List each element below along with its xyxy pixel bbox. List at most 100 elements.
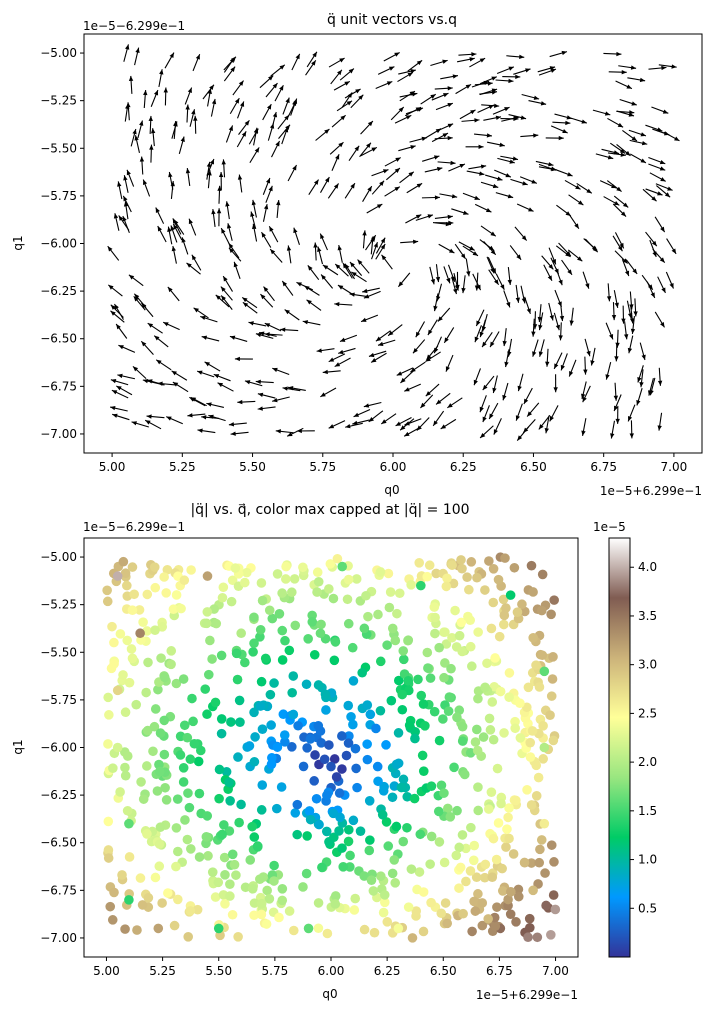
quiver-arrow [506,54,525,60]
quiver-arrow [333,80,351,91]
scatter-point [470,906,481,916]
scatter-point [307,617,318,627]
scatter-point [280,635,290,646]
scatter-x-tick-label: 5.75 [262,964,289,978]
quiver-arrow [550,257,560,275]
quiver-arrow [115,323,128,339]
scatter-point [503,894,513,905]
scatter-point [537,650,548,661]
quiver-arrow [370,352,387,363]
quiver-arrow [348,145,360,161]
scatter-point [381,740,391,750]
quiver-arrow [648,65,667,71]
scatter-point [548,890,559,900]
scatter-point [203,851,213,861]
scatter-point [255,632,265,642]
scatter-point [538,754,549,764]
scatter-point [104,710,114,720]
scatter-point [103,692,113,703]
quiver-arrow [607,152,626,157]
scatter-point [504,803,514,813]
scatter-point [523,682,534,693]
scatter-point [166,659,176,670]
scatter-point [397,689,408,700]
quiver-arrow [626,300,633,319]
scatter-point [445,812,456,822]
quiver-arrow [516,203,534,212]
scatter-point [343,836,354,847]
scatter-point [120,707,131,718]
quiver-arrow [110,378,129,386]
scatter-y-tick-label: −5.75 [40,693,77,707]
scatter-point [369,927,380,938]
scatter-point [517,599,527,610]
scatter-point [309,649,320,660]
quiver-arrow [633,298,638,317]
scatter-point [429,602,440,612]
scatter-point [531,791,542,801]
scatter-point [515,733,526,743]
scatter-point [348,719,358,730]
quiver-arrow [502,382,509,401]
scatter-point [457,736,468,746]
quiver-arrow [568,213,580,230]
quiver-arrow [479,88,498,96]
scatter-point [536,835,547,845]
scatter-point [247,821,257,832]
quiver-arrow [222,275,233,292]
quiver-arrow [465,258,471,277]
scatter-point [103,845,114,855]
quiver-arrow [554,289,563,308]
scatter-point [439,857,450,868]
quiver-arrow [564,179,581,190]
quiver-arrow [437,307,451,322]
scatter-point [233,932,243,942]
scatter-point [153,684,163,695]
quiver-arrow [284,309,300,321]
scatter-y-tick-label: −6.25 [40,788,77,802]
scatter-point [525,737,536,748]
scatter-point [315,628,326,639]
quiver-arrow [229,97,240,115]
quiver-arrow [394,114,412,124]
quiver-arrow [216,208,222,227]
quiver-arrow [472,273,482,291]
scatter-point [526,560,537,571]
quiver-arrow [627,77,646,83]
quiver-arrow [291,53,301,71]
quiver-arrow [621,259,630,277]
scatter-point [131,699,142,710]
scatter-point [431,568,441,579]
quiver-arrow [185,167,191,186]
quiver-arrow [225,201,230,220]
quiver-arrow [281,126,289,145]
quiver-arrow [516,426,530,441]
quiver-arrow [328,353,346,363]
scatter-point [149,721,160,732]
scatter-point [257,724,268,735]
quiver-arrow [434,86,453,91]
quiver-arrow [139,156,145,175]
scatter-point [317,862,327,873]
scatter-point [465,641,476,652]
quiver-arrow [425,383,440,397]
scatter-point [205,635,215,646]
quiver-arrow [155,207,165,224]
scatter-point [189,738,200,749]
scatter-point [466,822,476,833]
scatter-point [150,704,161,714]
quiver-arrow [363,401,382,408]
scatter-point [103,739,113,749]
scatter-point [162,564,173,575]
scatter-point [124,895,134,905]
quiver-arrow [110,310,125,323]
quiver-arrow [568,194,584,206]
scatter-point [482,658,492,669]
scatter-point [430,628,440,639]
quiver-arrow [252,223,258,242]
scatter-point [440,627,450,637]
scatter-point [227,849,238,860]
scatter-point [430,612,440,623]
quiver-arrow [377,339,396,347]
scatter-point [359,623,370,634]
